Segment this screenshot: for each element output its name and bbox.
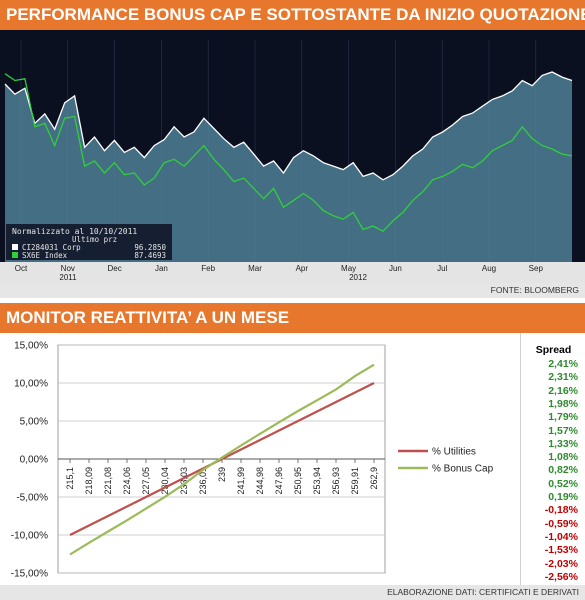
chart1-legend-series-name: CI284031 Corp	[22, 243, 81, 252]
underlying-series-line	[4, 71, 573, 181]
chart1-x-tick-label: Mar	[248, 264, 262, 273]
chart2-x-tick-label: 253,94	[312, 467, 322, 495]
chart2-y-tick-label: 5,00%	[20, 417, 48, 428]
chart2-x-tick-label: 239	[217, 467, 227, 482]
chart2-x-tick-label: 227,05	[141, 467, 151, 495]
chart1-x-tick-label: Apr	[296, 264, 309, 273]
chart2-x-tick-label: 241,99	[236, 467, 246, 495]
spread-value: 0,82%	[548, 464, 578, 477]
chart1-year-label: 2012	[349, 273, 367, 282]
chart2-banner-title: MONITOR REATTIVITA’ A UN MESE	[0, 303, 585, 333]
chart1-x-tick-label: May	[341, 264, 356, 273]
chart2-x-tick-label: 256,93	[331, 467, 341, 495]
spread-value: 1,79%	[548, 411, 578, 424]
chart2-x-tick-label: 244,98	[255, 467, 265, 495]
spread-value: 0,19%	[548, 491, 578, 503]
chart2-y-tick-label: 10,00%	[14, 379, 48, 390]
spread-column: Spread 2,41% 2,31% 2,16% 1,98% 1,79% 1,57% 1,3…	[520, 333, 585, 585]
spread-value: -1,53%	[544, 544, 578, 557]
chart2-x-tick-label: 224,06	[122, 467, 132, 495]
chart2-x-tick-label: 233,03	[179, 467, 189, 495]
chart1-legend-series-last: 87.4693	[134, 251, 166, 260]
chart2-x-tick-label: 218,09	[84, 467, 94, 495]
chart1-legend-box	[6, 224, 172, 260]
spread-value: 2,31%	[548, 371, 578, 384]
spread-value: 1,98%	[548, 397, 578, 410]
chart2-x-tick-label: 250,95	[293, 467, 303, 495]
chart1-x-tick-label: Feb	[201, 264, 215, 273]
spread-value: 0,52%	[548, 477, 578, 490]
bonus-cap-series-line	[4, 73, 573, 233]
chart1-legend-header: Normalizzato al 10/10/2011	[12, 227, 137, 236]
reactivity-monitor-chart: 15,00% 10,00% 5,00% 0,00% -5,00% -10,00% -15,0…	[11, 341, 494, 580]
chart2-y-tick-label: -15,00%	[11, 569, 48, 580]
spread-value: 2,16%	[548, 384, 578, 397]
chart2-series-line	[69, 382, 375, 536]
spread-value: 2,41%	[548, 358, 578, 370]
chart2-y-tick-label: -5,00%	[16, 493, 48, 504]
chart1-banner-title: PERFORMANCE BONUS CAP E SOTTOSTANTE DA I…	[0, 0, 585, 30]
chart2-legend-label: % Utilities	[432, 447, 476, 458]
spread-value: -1,04%	[544, 530, 578, 543]
chart2-legend: % Utilities % Bonus Cap	[398, 447, 494, 475]
chart1-legend-subheader: Ultimo prz	[72, 235, 117, 244]
chart1-x-axis-strip	[0, 262, 585, 283]
chart1-x-tick-label: Nov	[61, 264, 75, 273]
chart2-x-tick-label: 230,04	[160, 467, 170, 495]
chart1-legend-swatch	[12, 252, 18, 258]
chart2-y-tick-label: -10,00%	[11, 531, 48, 542]
chart2-legend-label: % Bonus Cap	[432, 464, 494, 475]
chart1-year-label: 2011	[59, 273, 77, 282]
spread-title: Spread	[535, 344, 572, 356]
chart1-x-tick-label: Jul	[437, 264, 447, 273]
underlying-area	[5, 72, 572, 262]
chart2-x-tick-label: 247,96	[274, 467, 284, 495]
bloomberg-performance-chart: Oct Nov Dec Jan Feb Mar Apr May Jun Jul Aug Sep 2011…	[0, 30, 585, 283]
chart1-legend-series-last: 96.2850	[134, 243, 166, 252]
chart1-x-tick-label: Oct	[15, 264, 28, 273]
chart2-x-tick-label: 262,9	[369, 467, 379, 490]
spread-value: -2,03%	[544, 557, 578, 570]
chart2-x-tick-label: 259,91	[350, 467, 360, 495]
chart2-series-line	[69, 363, 375, 556]
chart1-x-tick-label: Jan	[155, 264, 168, 273]
chart2-y-tick-label: 15,00%	[14, 341, 48, 352]
chart1-x-tick-label: Dec	[107, 264, 121, 273]
chart1-x-tick-label: Aug	[482, 264, 496, 273]
chart1-x-tick-label: Jun	[389, 264, 402, 273]
chart2-x-tick-label: 215,1	[65, 467, 75, 490]
chart1-x-tick-label: Sep	[529, 264, 544, 273]
spread-value: -0,18%	[544, 504, 578, 517]
spread-value: -2,56%	[544, 570, 578, 583]
chart2-x-tick-label: 236,01	[198, 467, 208, 495]
spread-value: 1,57%	[548, 424, 578, 437]
spread-value: 1,08%	[548, 451, 578, 464]
spread-value: 1,33%	[548, 437, 578, 450]
chart1-source-note: FONTE: BLOOMBERG	[0, 283, 585, 298]
chart1-legend-swatch	[12, 244, 18, 250]
chart2-source-note: ELABORAZIONE DATI: CERTIFICATI E DERIVAT…	[0, 585, 585, 600]
chart2-y-tick-label: 0,00%	[20, 455, 48, 466]
chart2-x-tick-label: 221,08	[103, 467, 113, 495]
chart1-legend-series-name: SX6E Index	[22, 251, 68, 260]
spread-value: -0,59%	[544, 517, 578, 530]
